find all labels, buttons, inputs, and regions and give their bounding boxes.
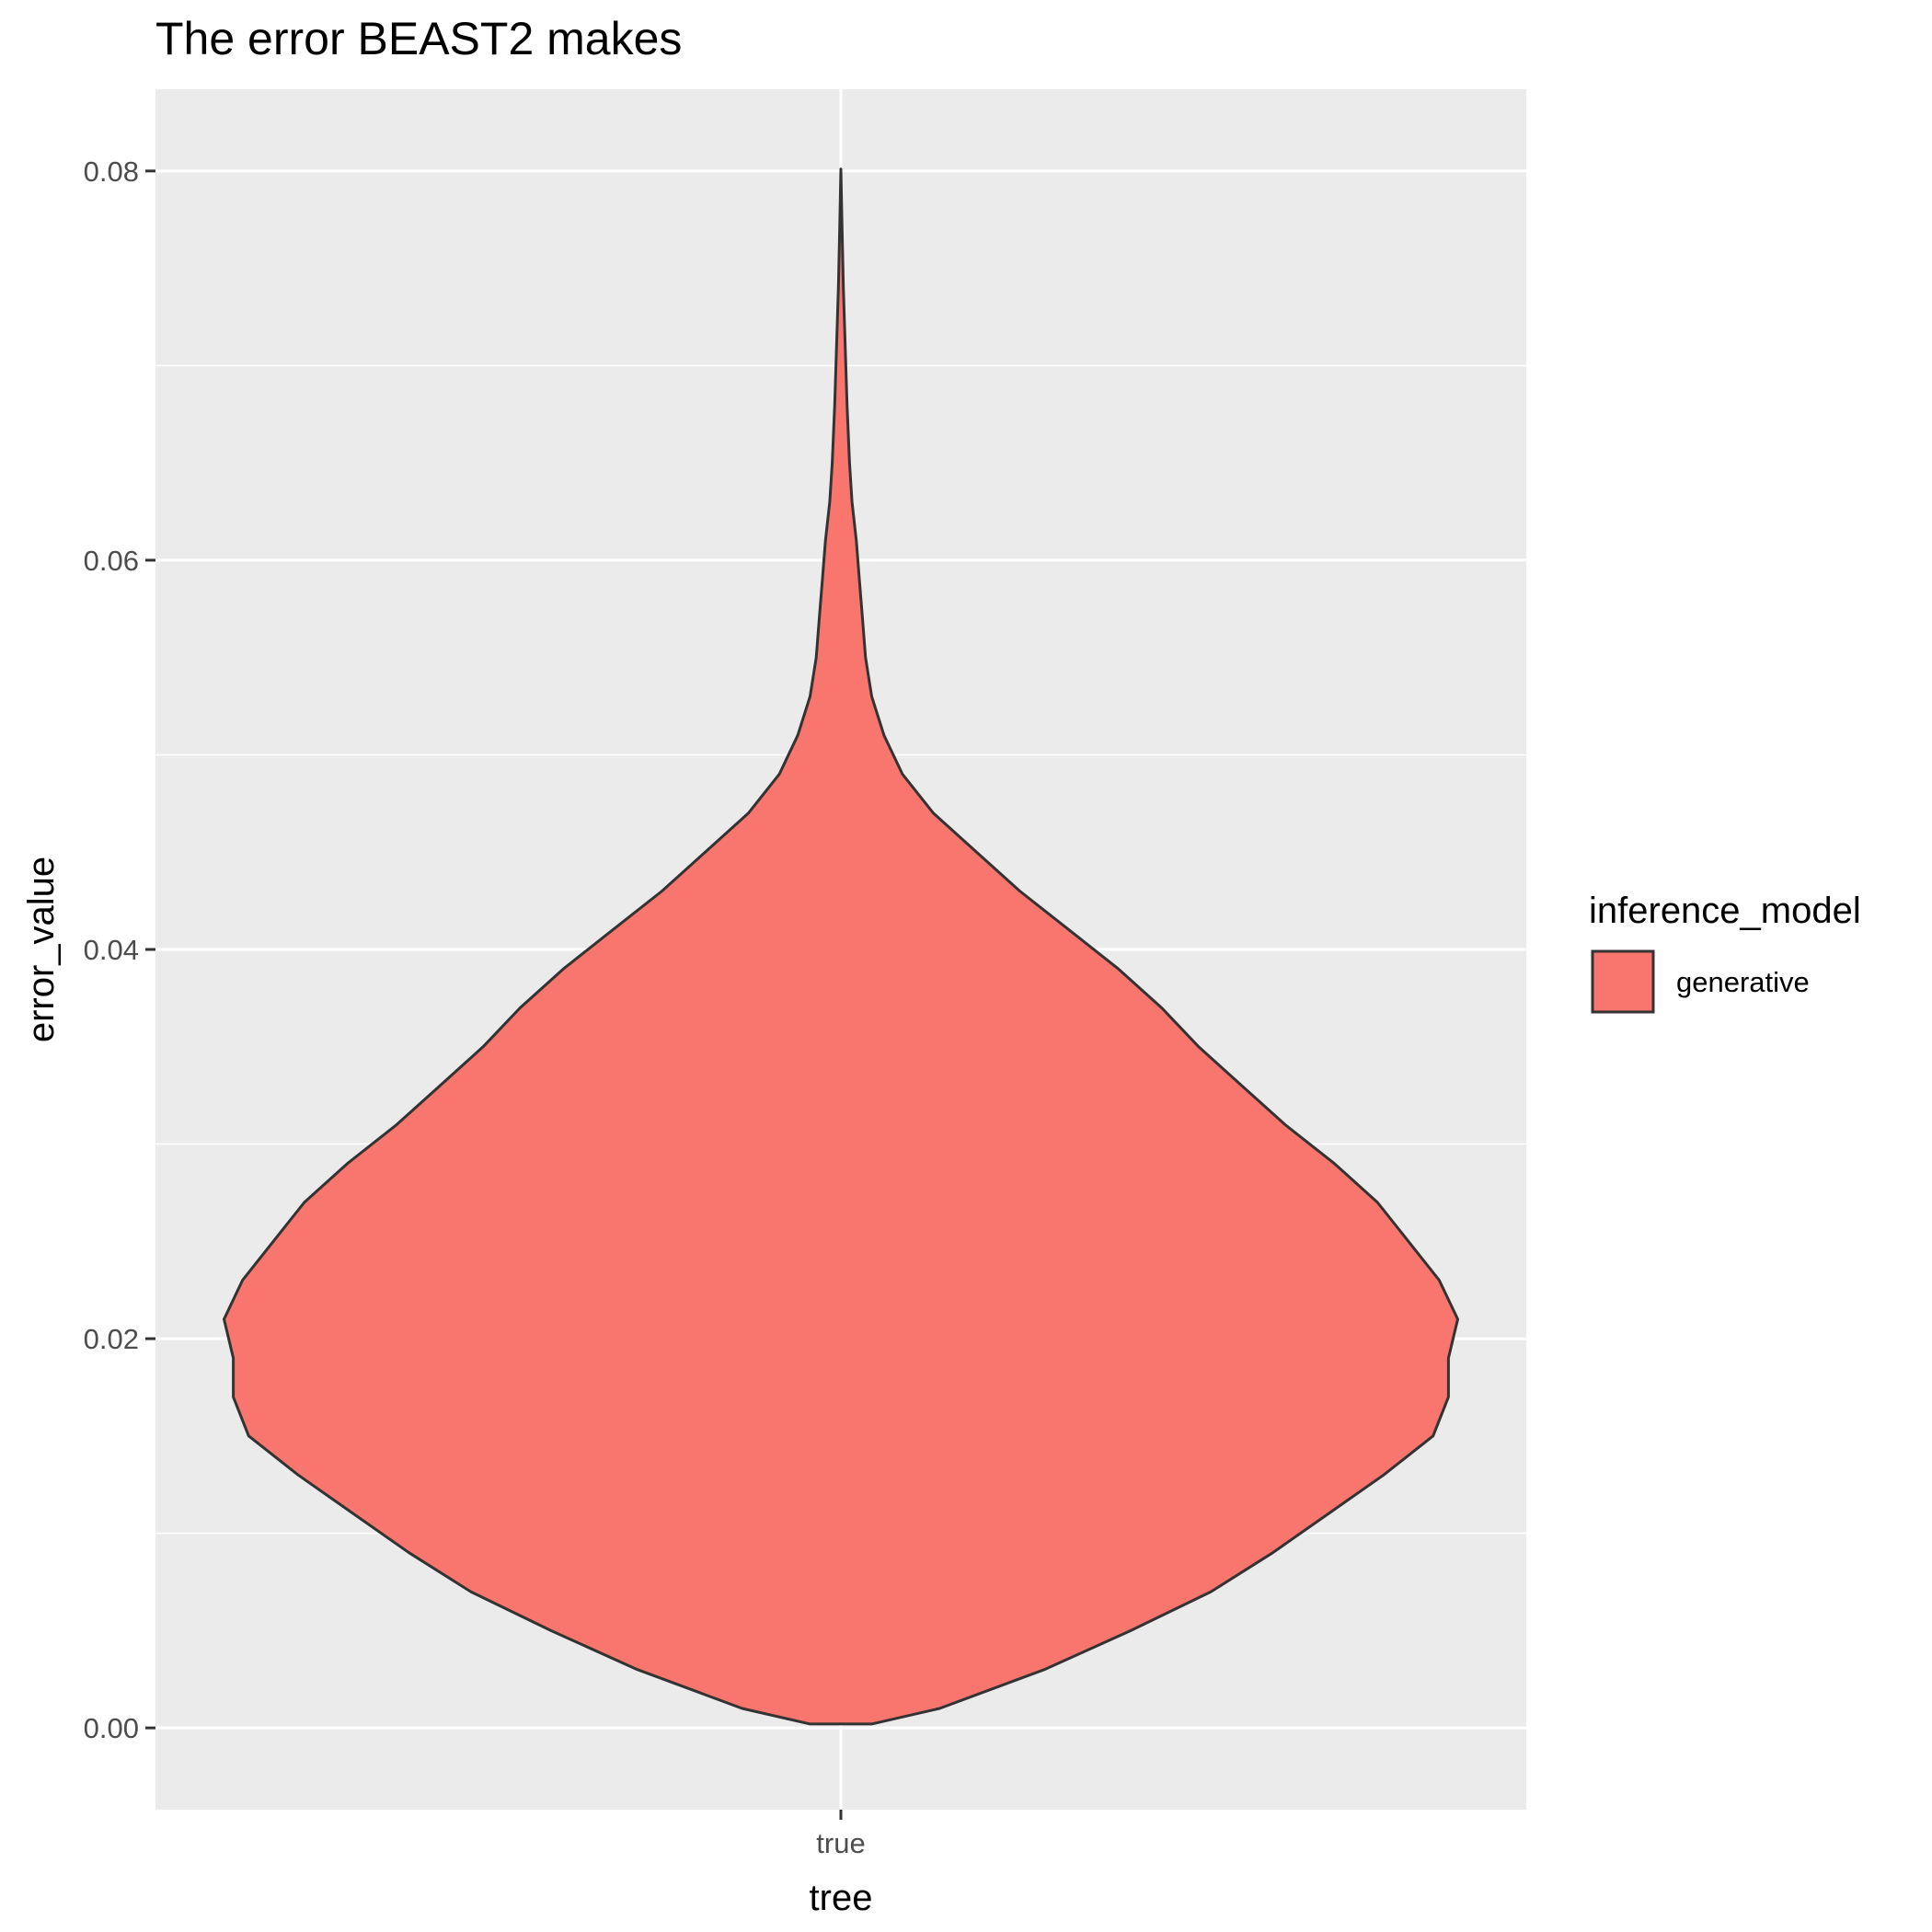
legend-key-generative bbox=[1591, 949, 1655, 1014]
violin-generative bbox=[223, 167, 1459, 1726]
violins bbox=[223, 167, 1459, 1726]
x-tick-label: true bbox=[816, 1827, 865, 1859]
y-axis: 0.00 0.02 0.04 0.06 0.08 bbox=[84, 155, 155, 1744]
y-tick-label: 0.04 bbox=[84, 934, 139, 966]
legend-label-generative: generative bbox=[1676, 966, 1810, 998]
y-tick-label: 0.02 bbox=[84, 1323, 139, 1355]
legend-title: inference_model bbox=[1589, 891, 1861, 931]
x-axis-title: tree bbox=[810, 1878, 873, 1918]
legend: inference_model generative bbox=[1589, 891, 1861, 1014]
y-tick-label: 0.06 bbox=[84, 545, 139, 577]
x-axis: true bbox=[816, 1810, 866, 1859]
y-tick-label: 0.00 bbox=[84, 1712, 139, 1744]
y-axis-title: error_value bbox=[21, 857, 62, 1042]
y-tick-label: 0.08 bbox=[84, 155, 139, 188]
chart-title: The error BEAST2 makes bbox=[155, 13, 682, 64]
